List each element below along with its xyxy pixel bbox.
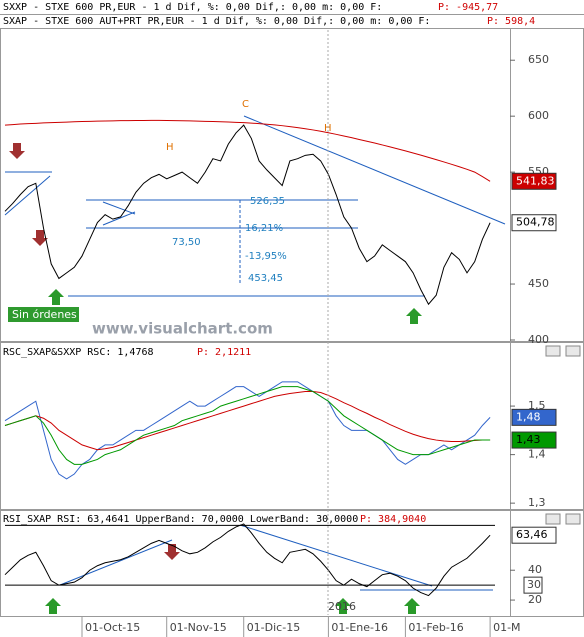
trend-line [4,175,51,216]
y-tick-label: 40 [528,563,542,576]
last-value-label: 541,83 [516,174,555,187]
series-line [4,124,491,306]
arrows [9,143,422,614]
last-value-box [511,431,557,449]
x-tick-label: 01-Nov-15 [170,621,227,634]
x-tick-label: 01-Feb-16 [408,621,463,634]
watermark: www.visualchart.com [92,320,273,338]
sell-arrow [32,230,48,246]
header-subtitle: SXAP - STXE 600 AUT+PRT PR,EUR - 1 d Dif… [3,16,430,27]
series-line [4,381,491,480]
annotation: H [166,142,174,153]
last-value-box [511,214,557,232]
y-tick-label: 650 [528,53,549,66]
y-tick-label: 450 [528,277,549,290]
y-tick-label: 1,3 [528,496,546,509]
year-label: 2016 [328,600,356,613]
trend-line [243,115,506,225]
panel-title: RSI_SXAP RSI: 63,4641 UpperBand: 70,0000… [3,514,358,525]
last-value-label: 504,78 [516,216,555,229]
series-line [4,523,491,597]
annotation: H [324,123,332,134]
orders-label: Sin órdenes [12,308,77,321]
button[interactable] [565,513,581,525]
buy-arrow [335,598,351,614]
rsi-trend [239,524,433,587]
series-line [4,386,491,465]
y-tick-label: 20 [528,593,542,606]
annotation: 453,45 [248,273,283,284]
y-tick-label: 600 [528,109,549,122]
drawing-tools [4,115,506,591]
buy-arrow [48,289,64,305]
last-value-box [511,408,557,426]
sell-arrow [9,143,25,159]
panel-value: P: 2,1211 [197,347,251,358]
series-line [4,391,491,451]
series-line [4,119,491,182]
button[interactable] [565,345,581,357]
last-value-label: 63,46 [516,528,548,541]
header-title: SXXP - STXE 600 PR,EUR - 1 d Dif, %: 0,0… [3,2,382,13]
header-value: P: -945,77 [438,2,498,13]
x-tick-label: 01-Dic-15 [247,621,301,634]
x-tick-label: 01-Ene-16 [331,621,388,634]
y-tick-label: 1,4 [528,448,546,461]
panel-value: P: 384,9040 [360,514,426,525]
buy-arrow [406,308,422,324]
annotation: 526,35 [250,196,285,207]
trend-line [102,211,136,226]
buy-arrow [404,598,420,614]
y-tick-label: 1,5 [528,399,546,412]
x-tick-label: 01-Oct-15 [85,621,140,634]
sell-arrow [164,544,180,560]
annotation: -13,95% [245,251,287,262]
trend-line [102,201,136,215]
annotation: 73,50 [172,237,201,248]
x-tick-label: 01-M [493,621,520,634]
annotation: C [242,99,249,110]
panel-title: RSC_SXAP&SXXP RSC: 1,4768 [3,347,154,358]
annotation: 16,21% [245,223,283,234]
last-value-label: 1,43 [516,433,541,446]
band-box [523,576,543,594]
panel-buttons [545,345,581,525]
button[interactable] [545,345,561,357]
y-tick-label: 400 [528,333,549,346]
buy-arrow [45,598,61,614]
last-value-box [511,172,557,190]
button[interactable] [545,513,561,525]
header-value: P: 598,4 [487,16,535,27]
label-box [8,307,79,322]
last-value-label: 1,48 [516,410,541,423]
band-label: 30 [527,578,541,591]
last-value-box [511,526,557,544]
rsi-trend [59,539,173,586]
